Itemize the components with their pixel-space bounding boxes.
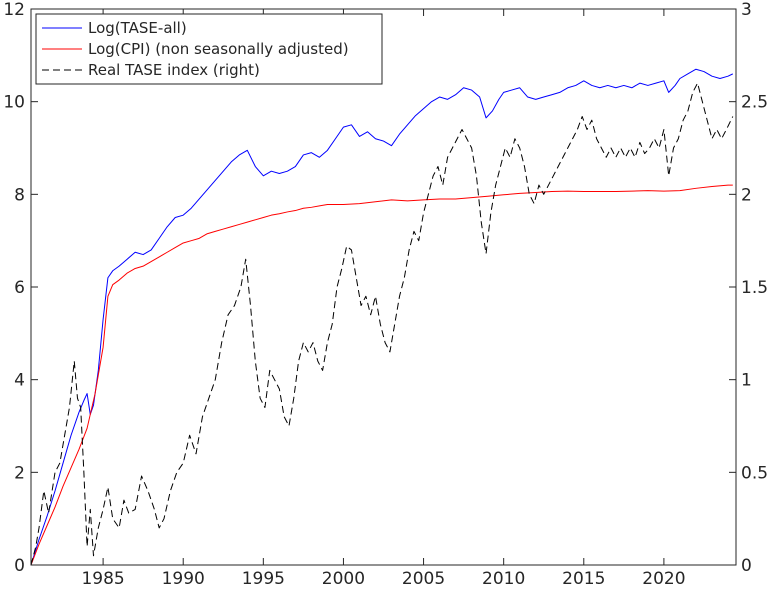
series-line-0 bbox=[30, 68, 734, 566]
y-right-tick-label: 2 bbox=[741, 185, 752, 205]
y-right-tick-label: 1 bbox=[741, 371, 752, 391]
x-tick-label: 1985 bbox=[81, 569, 124, 589]
y-left-tick-label: 0 bbox=[14, 556, 25, 576]
x-tick-label: 2005 bbox=[402, 569, 445, 589]
legend-box bbox=[35, 13, 383, 85]
series-line-1 bbox=[30, 184, 733, 566]
legend-label-0: Log(TASE-all) bbox=[88, 19, 187, 37]
x-tick-label: 1990 bbox=[162, 569, 205, 589]
x-tick-label: 2020 bbox=[642, 569, 685, 589]
y-left-tick-label: 2 bbox=[14, 463, 25, 483]
y-right-tick-label: 1.5 bbox=[741, 278, 768, 298]
axes-layer: 1985 1990 1995 2000 2005 2010 2015 202002468101… bbox=[3, 0, 768, 589]
y-right-tick-label: 3 bbox=[741, 0, 752, 20]
x-tick-label: 2010 bbox=[482, 569, 525, 589]
y-right-tick-label: 2.5 bbox=[741, 93, 768, 113]
y-left-tick-label: 8 bbox=[14, 185, 25, 205]
y-left-tick-label: 10 bbox=[3, 93, 25, 113]
legend-label-1: Log(CPI) (non seasonally adjusted) bbox=[88, 40, 349, 58]
y-left-tick-label: 12 bbox=[3, 0, 25, 20]
y-left-tick-label: 4 bbox=[14, 371, 25, 391]
x-tick-label: 2000 bbox=[322, 569, 365, 589]
x-tick-label: 2015 bbox=[562, 569, 605, 589]
series-line-2 bbox=[30, 82, 734, 566]
y-right-tick-label: 0 bbox=[741, 556, 752, 576]
x-tick-label: 1995 bbox=[242, 569, 285, 589]
y-left-tick-label: 6 bbox=[14, 278, 25, 298]
legend-label-2: Real TASE index (right) bbox=[88, 61, 260, 79]
series-layer bbox=[30, 68, 734, 566]
plot-background bbox=[31, 9, 736, 565]
legend: Log(TASE-all) Log(CPI) (non seasonally ad… bbox=[35, 13, 383, 85]
y-right-tick-label: 0.5 bbox=[741, 463, 768, 483]
